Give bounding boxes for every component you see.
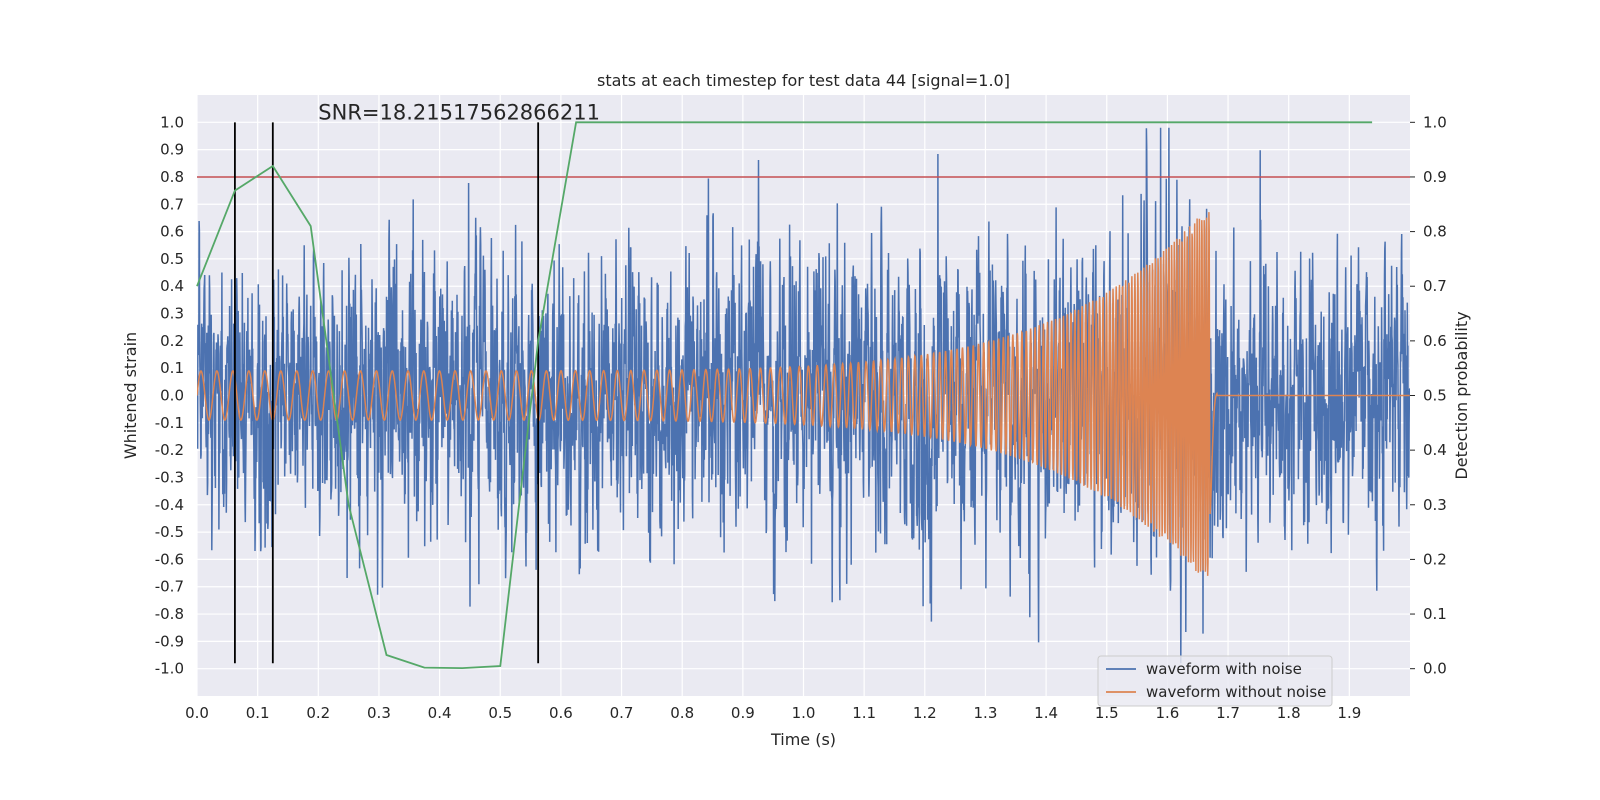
x-tick-label: 1.5 bbox=[1095, 704, 1119, 722]
y-tick-label: -1.0 bbox=[155, 660, 184, 678]
x-tick-label: 0.0 bbox=[185, 704, 209, 722]
y-tick-label: 0.8 bbox=[160, 168, 184, 186]
x-tick-label: 0.2 bbox=[306, 704, 330, 722]
chart-title: stats at each timestep for test data 44 … bbox=[597, 71, 1010, 90]
y-tick-label: 0.1 bbox=[160, 359, 184, 377]
x-tick-label: 0.1 bbox=[246, 704, 270, 722]
x-tick-label: 0.7 bbox=[610, 704, 634, 722]
y-tick-label: -0.8 bbox=[155, 605, 184, 623]
y-right-tick-label: 0.1 bbox=[1423, 605, 1447, 623]
y-axis-label: Whitened strain bbox=[121, 332, 140, 459]
y-tick-label: 0.5 bbox=[160, 250, 184, 268]
tick-labels: 0.0 0.1 0.2 0.3 0.4 0.5 0.6 0.7 0.8 0.9 1.0 1.1 1.2 1… bbox=[155, 113, 1447, 722]
y-right-tick-label: 0.3 bbox=[1423, 496, 1447, 514]
legend-box bbox=[1097, 655, 1333, 707]
x-tick-label: 1.8 bbox=[1277, 704, 1301, 722]
y-tick-label: -0.5 bbox=[155, 523, 184, 541]
x-tick-label: 1.1 bbox=[852, 704, 876, 722]
y-tick-label: -0.1 bbox=[155, 414, 184, 432]
x-tick-label: 1.0 bbox=[792, 704, 816, 722]
y-axis-right-label: Detection probability bbox=[1452, 311, 1471, 479]
x-tick-label: 1.7 bbox=[1216, 704, 1240, 722]
x-tick-label: 1.2 bbox=[913, 704, 937, 722]
y-right-tick-label: 0.0 bbox=[1423, 660, 1447, 678]
series-layer bbox=[197, 127, 1410, 664]
x-tick-label: 0.9 bbox=[731, 704, 755, 722]
y-tick-label: 0.6 bbox=[160, 223, 184, 241]
y-tick-label: -0.6 bbox=[155, 550, 184, 568]
legend-label-clean: waveform without noise bbox=[1146, 683, 1326, 701]
x-tick-label: 0.4 bbox=[428, 704, 452, 722]
y-tick-label: 0.7 bbox=[160, 195, 184, 213]
y-right-tick-label: 0.6 bbox=[1423, 332, 1447, 350]
legend: waveform with noise waveform without noi… bbox=[1097, 655, 1333, 707]
legend-label-noise: waveform with noise bbox=[1146, 660, 1302, 678]
y-right-tick-label: 0.2 bbox=[1423, 550, 1447, 568]
y-right-tick-label: 0.7 bbox=[1423, 277, 1447, 295]
x-tick-label: 0.5 bbox=[488, 704, 512, 722]
y-tick-label: -0.9 bbox=[155, 632, 184, 650]
series-line-detection-probability bbox=[196, 121, 1373, 670]
snr-annotation: SNR=18.21517562866211 bbox=[318, 101, 600, 125]
y-tick-label: -0.3 bbox=[155, 468, 184, 486]
x-tick-label: 0.6 bbox=[549, 704, 573, 722]
y-tick-label: 0.0 bbox=[160, 387, 184, 405]
y-tick-label: 0.4 bbox=[160, 277, 184, 295]
x-tick-label: 1.6 bbox=[1155, 704, 1179, 722]
y-right-tick-label: 0.4 bbox=[1423, 441, 1447, 459]
y-tick-label: 0.3 bbox=[160, 305, 184, 323]
x-tick-label: 1.9 bbox=[1337, 704, 1361, 722]
y-right-tick-label: 1.0 bbox=[1423, 113, 1447, 131]
y-right-tick-label: 0.5 bbox=[1423, 387, 1447, 405]
y-tick-label: 0.9 bbox=[160, 141, 184, 159]
y-tick-label: -0.7 bbox=[155, 578, 184, 596]
y-tick-label: 1.0 bbox=[160, 113, 184, 131]
y-right-tick-label: 0.9 bbox=[1423, 168, 1447, 186]
x-tick-label: 0.3 bbox=[367, 704, 391, 722]
x-axis-label: Time (s) bbox=[770, 730, 836, 749]
series-line-waveform-without-noise bbox=[197, 212, 1410, 576]
overlay-layer bbox=[196, 121, 1410, 670]
y-tick-label: -0.4 bbox=[155, 496, 184, 514]
x-tick-label: 1.4 bbox=[1034, 704, 1058, 722]
x-tick-label: 0.8 bbox=[670, 704, 694, 722]
x-tick-label: 1.3 bbox=[974, 704, 998, 722]
y-tick-label: -0.2 bbox=[155, 441, 184, 459]
y-right-tick-label: 0.8 bbox=[1423, 223, 1447, 241]
y-tick-label: 0.2 bbox=[160, 332, 184, 350]
